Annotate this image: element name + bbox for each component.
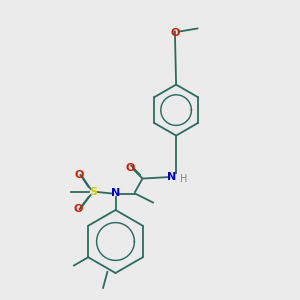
Text: H: H: [180, 173, 187, 184]
Text: N: N: [111, 188, 120, 199]
Text: O: O: [126, 163, 135, 173]
Text: S: S: [89, 187, 97, 197]
Text: O: O: [75, 170, 84, 181]
Text: O: O: [74, 203, 83, 214]
Text: N: N: [167, 172, 176, 182]
Text: O: O: [170, 28, 180, 38]
